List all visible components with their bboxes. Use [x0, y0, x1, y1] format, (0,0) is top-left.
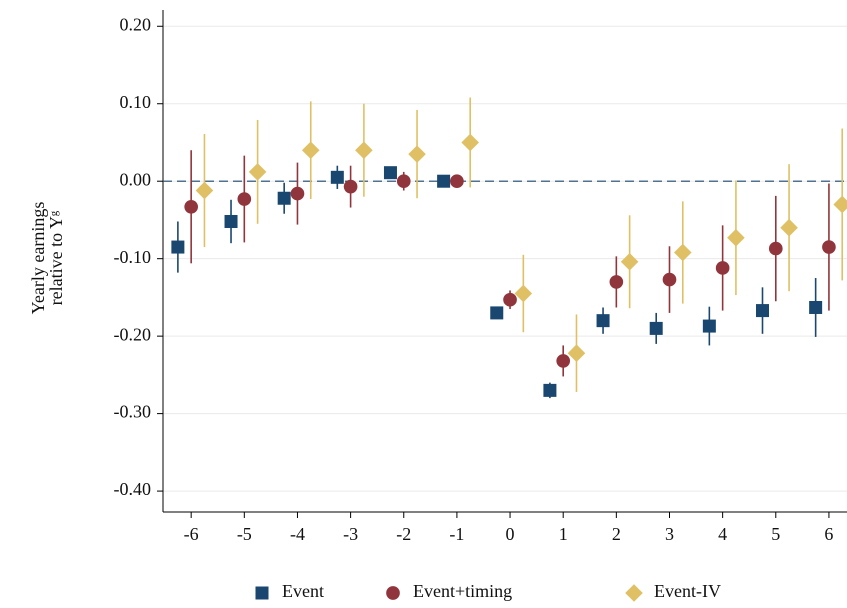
marker	[609, 275, 624, 289]
legend-label: Event	[282, 581, 324, 601]
y-tick-label: -0.30	[114, 402, 152, 422]
y-tick-label: 0.10	[120, 92, 152, 112]
marker	[503, 292, 517, 307]
marker	[649, 321, 663, 335]
legend-marker	[386, 586, 400, 600]
y-tick-label: -0.10	[114, 247, 152, 267]
legend-label: Event-IV	[654, 581, 721, 601]
marker	[556, 354, 571, 368]
marker	[543, 383, 557, 397]
x-tick-label: -3	[343, 524, 358, 544]
marker	[408, 145, 426, 163]
marker	[450, 174, 464, 189]
marker	[437, 174, 451, 188]
y-tick-label: -0.20	[114, 324, 152, 344]
x-tick-label: 5	[771, 524, 780, 544]
y-tick-label: 0.00	[120, 169, 152, 189]
marker	[490, 306, 504, 320]
marker	[330, 170, 344, 184]
marker	[277, 191, 291, 205]
marker	[727, 228, 745, 247]
marker	[343, 179, 358, 194]
marker	[567, 344, 586, 362]
marker	[171, 240, 185, 254]
marker	[715, 261, 730, 275]
marker	[809, 300, 823, 314]
marker	[290, 186, 305, 201]
x-tick-label: 4	[718, 524, 727, 544]
marker	[184, 199, 198, 214]
y-tick-label: -0.40	[114, 479, 152, 499]
x-tick-label: 2	[612, 524, 621, 544]
x-tick-label: 0	[506, 524, 515, 544]
x-tick-label: -1	[449, 524, 464, 544]
marker	[396, 174, 411, 189]
x-tick-label: -5	[237, 524, 252, 544]
legend-label: Event+timing	[413, 581, 512, 601]
marker	[596, 314, 610, 328]
marker	[822, 240, 836, 254]
y-axis-label: Yearly earnings	[28, 202, 48, 315]
x-tick-label: -2	[396, 524, 411, 544]
x-tick-label: 3	[665, 524, 674, 544]
marker	[620, 252, 639, 271]
marker	[780, 218, 798, 237]
marker	[195, 181, 214, 200]
marker	[248, 163, 267, 181]
marker	[383, 166, 397, 180]
marker	[237, 192, 252, 206]
legend-marker	[255, 586, 269, 600]
marker	[461, 133, 479, 152]
marker	[768, 241, 783, 256]
legend-marker	[625, 584, 643, 602]
y-axis-label: relative to Yᵍ	[46, 210, 66, 305]
marker	[755, 304, 769, 318]
x-tick-label: 6	[824, 524, 833, 544]
x-tick-label: -6	[184, 524, 199, 544]
marker	[301, 141, 320, 159]
x-tick-label: 1	[559, 524, 568, 544]
x-tick-label: -4	[290, 524, 305, 544]
marker	[833, 195, 847, 214]
y-tick-label: 0.20	[120, 14, 152, 34]
marker	[514, 284, 533, 303]
marker	[674, 243, 692, 262]
marker	[702, 319, 716, 333]
marker	[224, 214, 238, 228]
marker	[662, 272, 677, 287]
marker	[355, 141, 373, 159]
